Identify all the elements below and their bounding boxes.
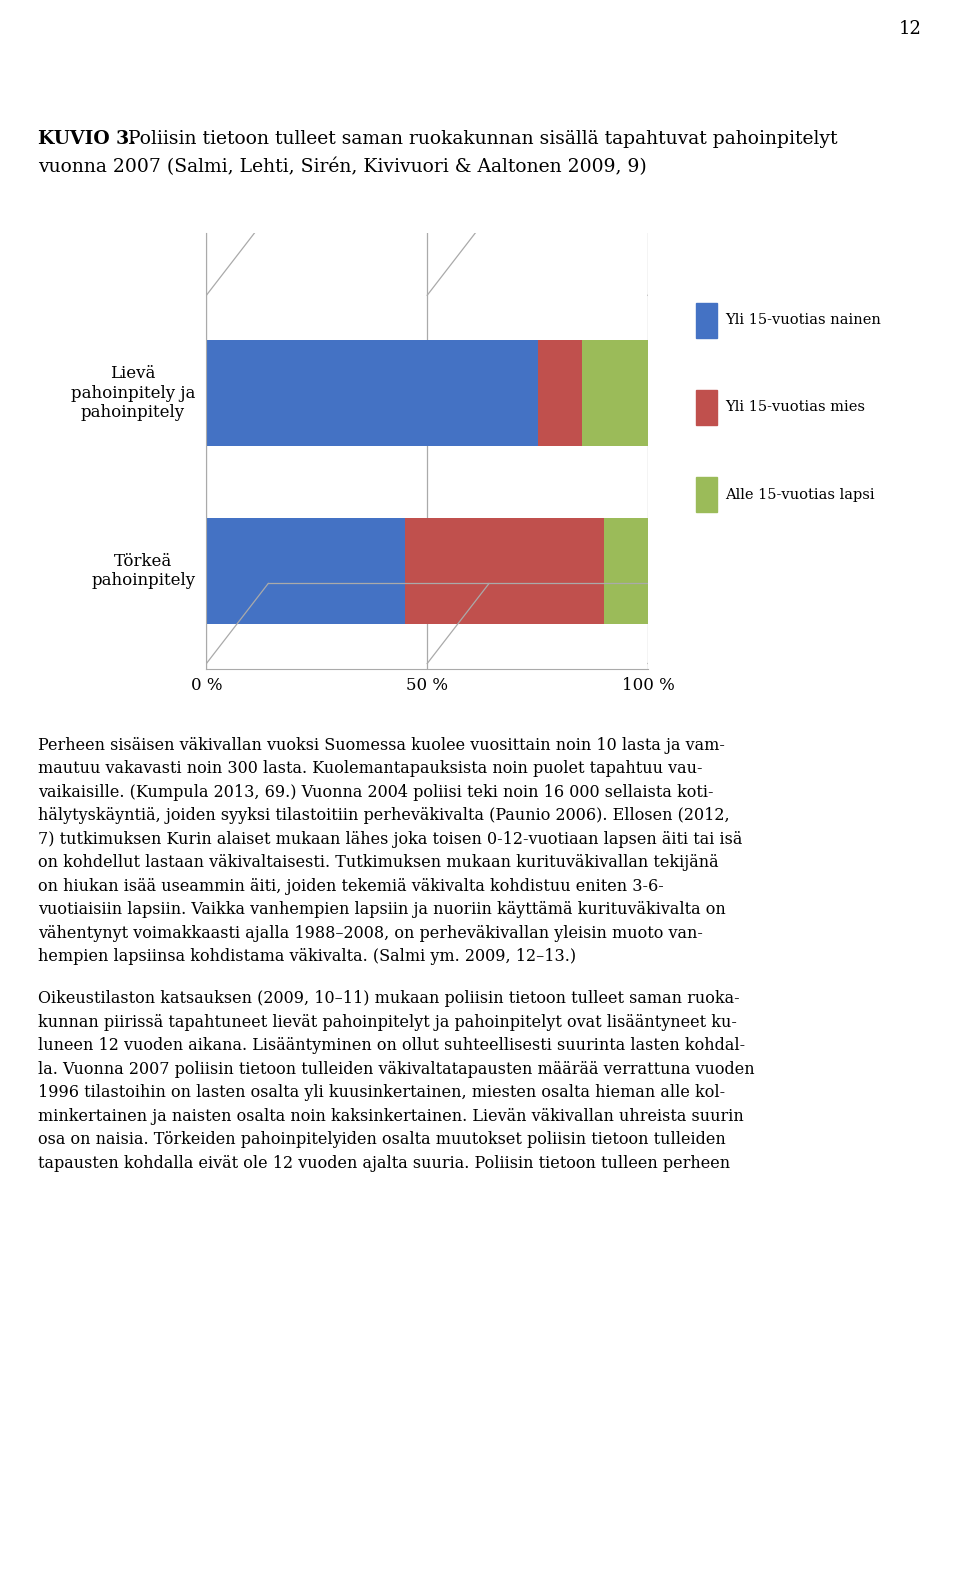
Text: KUVIO 3.: KUVIO 3. <box>38 130 136 147</box>
Text: vähentynyt voimakkaasti ajalla 1988–2008, on perheväkivallan yleisin muoto van-: vähentynyt voimakkaasti ajalla 1988–2008… <box>38 924 704 941</box>
Text: 7) tutkimuksen Kurin alaiset mukaan lähes joka toisen 0-12-vuotiaan lapsen äiti : 7) tutkimuksen Kurin alaiset mukaan lähe… <box>38 831 743 848</box>
Bar <box>206 518 405 624</box>
Text: tapausten kohdalla eivät ole 12 vuoden ajalta suuria. Poliisin tietoon tulleen p: tapausten kohdalla eivät ole 12 vuoden a… <box>38 1154 731 1171</box>
Text: on hiukan isää useammin äiti, joiden tekemiä väkivalta kohdistuu eniten 3-6-: on hiukan isää useammin äiti, joiden tek… <box>38 878 664 896</box>
Text: Alle 15-vuotias lapsi: Alle 15-vuotias lapsi <box>725 488 875 501</box>
Text: mautuu vakavasti noin 300 lasta. Kuolemantapauksista noin puolet tapahtuu vau-: mautuu vakavasti noin 300 lasta. Kuolema… <box>38 761 703 778</box>
Text: vaikaisille. (Kumpula 2013, 69.) Vuonna 2004 poliisi teki noin 16 000 sellaista : vaikaisille. (Kumpula 2013, 69.) Vuonna … <box>38 785 714 800</box>
Text: Perheen sisäisen väkivallan vuoksi Suomessa kuolee vuosittain noin 10 lasta ja v: Perheen sisäisen väkivallan vuoksi Suome… <box>38 737 725 754</box>
Bar <box>405 518 604 624</box>
Text: 1996 tilastoihin on lasten osalta yli kuusinkertainen, miesten osalta hieman all: 1996 tilastoihin on lasten osalta yli ku… <box>38 1084 726 1102</box>
Text: Yli 15-vuotias mies: Yli 15-vuotias mies <box>725 401 865 414</box>
Text: minkertainen ja naisten osalta noin kaksinkertainen. Lievän väkivallan uhreista : minkertainen ja naisten osalta noin kaks… <box>38 1108 744 1125</box>
Text: hälytyskäyntiä, joiden syyksi tilastoitiin perheväkivalta (Paunio 2006). Ellosen: hälytyskäyntiä, joiden syyksi tilastoiti… <box>38 807 730 824</box>
Bar <box>206 339 538 447</box>
Text: luneen 12 vuoden aikana. Lisääntyminen on ollut suhteellisesti suurinta lasten k: luneen 12 vuoden aikana. Lisääntyminen o… <box>38 1037 746 1054</box>
Text: Oikeustilaston katsauksen (2009, 10–11) mukaan poliisin tietoon tulleet saman ru: Oikeustilaston katsauksen (2009, 10–11) … <box>38 991 740 1008</box>
Text: osa on naisia. Törkeiden pahoinpitelyiden osalta muutokset poliisin tietoon tull: osa on naisia. Törkeiden pahoinpitelyide… <box>38 1132 726 1148</box>
Bar <box>604 518 648 624</box>
Text: Poliisin tietoon tulleet saman ruokakunnan sisällä tapahtuvat pahoinpitelyt: Poliisin tietoon tulleet saman ruokakunn… <box>123 130 838 147</box>
Text: kunnan piirissä tapahtuneet lievät pahoinpitelyt ja pahoinpitelyt ovat lisääntyn: kunnan piirissä tapahtuneet lievät pahoi… <box>38 1014 737 1030</box>
Bar <box>538 339 582 447</box>
Text: hempien lapsiinsa kohdistama väkivalta. (Salmi ym. 2009, 12–13.): hempien lapsiinsa kohdistama väkivalta. … <box>38 948 577 965</box>
Text: on kohdellut lastaan väkivaltaisesti. Tutkimuksen mukaan kurituväkivallan tekijä: on kohdellut lastaan väkivaltaisesti. Tu… <box>38 854 719 872</box>
Text: 12: 12 <box>899 19 922 38</box>
Text: la. Vuonna 2007 poliisin tietoon tulleiden väkivaltatapausten määrää verrattuna : la. Vuonna 2007 poliisin tietoon tulleid… <box>38 1060 755 1078</box>
Text: vuotiaisiin lapsiin. Vaikka vanhempien lapsiin ja nuoriin käyttämä kurituväkival: vuotiaisiin lapsiin. Vaikka vanhempien l… <box>38 902 726 918</box>
Text: Yli 15-vuotias nainen: Yli 15-vuotias nainen <box>725 314 880 327</box>
Bar <box>582 339 648 447</box>
Text: vuonna 2007 (Salmi, Lehti, Sirén, Kivivuori & Aaltonen 2009, 9): vuonna 2007 (Salmi, Lehti, Sirén, Kivivu… <box>38 157 647 176</box>
